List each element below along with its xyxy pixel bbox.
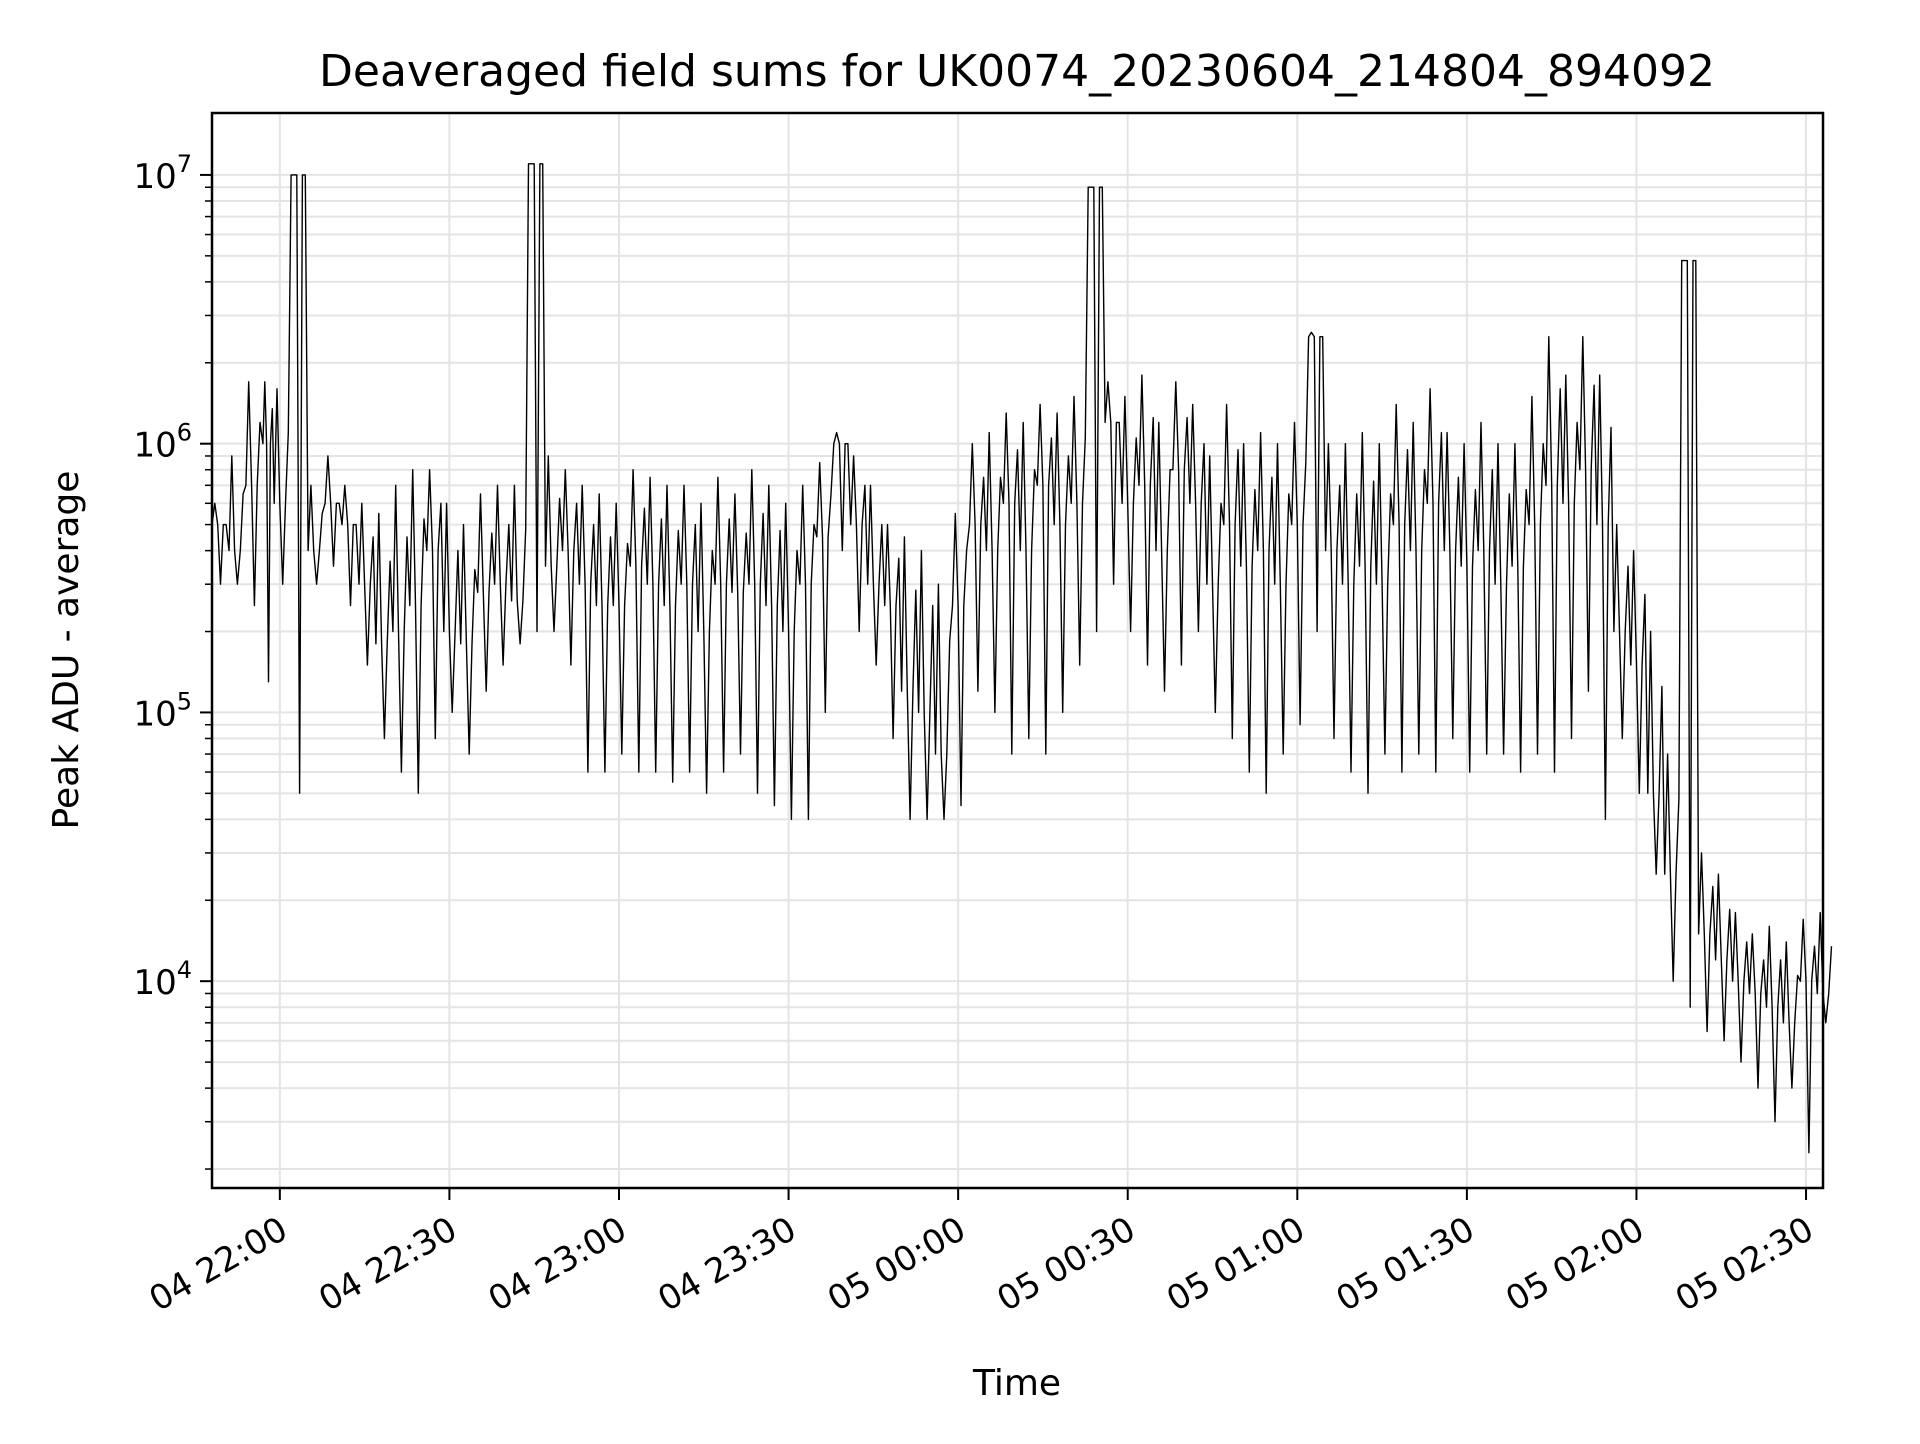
x-tick-label: 05 01:30 (1330, 1209, 1482, 1320)
grid (212, 113, 1823, 1188)
y-tick-label-exponent: 6 (177, 419, 192, 447)
series-line (211, 163, 1833, 1154)
x-tick-label: 04 23:00 (482, 1209, 634, 1320)
x-tick-label: 05 00:30 (991, 1209, 1143, 1320)
x-axis: 04 22:00 04 22:30 04 23:00 04 23:30 05 00:00… (143, 1188, 1821, 1320)
y-tick-label-base: 10 (133, 694, 176, 734)
x-tick-label: 05 01:00 (1160, 1209, 1312, 1320)
y-axis-label: Peak ADU - average (46, 471, 87, 830)
series-layer (211, 163, 1833, 1154)
x-tick-label: 05 00:00 (821, 1209, 973, 1320)
y-tick-label-exponent: 7 (177, 150, 192, 178)
chart-title: Deaveraged field sums for UK0074_2023060… (319, 46, 1715, 97)
y-tick-label-exponent: 5 (177, 687, 192, 715)
x-tick-label: 05 02:30 (1669, 1209, 1821, 1320)
y-tick-label: 104 (133, 956, 192, 1003)
x-tick-label: 04 23:30 (651, 1209, 803, 1320)
x-axis-label: Time (972, 1363, 1061, 1404)
y-tick-label: 106 (133, 419, 192, 466)
x-tick-label: 04 22:30 (312, 1209, 464, 1320)
x-tick-label: 04 22:00 (143, 1209, 295, 1320)
plot-frame (210, 111, 1825, 1190)
x-tick-label: 05 02:00 (1499, 1209, 1651, 1320)
y-tick-label: 107 (133, 150, 192, 197)
y-tick-label-exponent: 4 (177, 956, 192, 984)
y-tick-label-base: 10 (133, 426, 176, 466)
y-tick-label: 105 (133, 687, 192, 734)
y-tick-label-base: 10 (133, 157, 176, 197)
y-tick-label-base: 10 (133, 963, 176, 1003)
